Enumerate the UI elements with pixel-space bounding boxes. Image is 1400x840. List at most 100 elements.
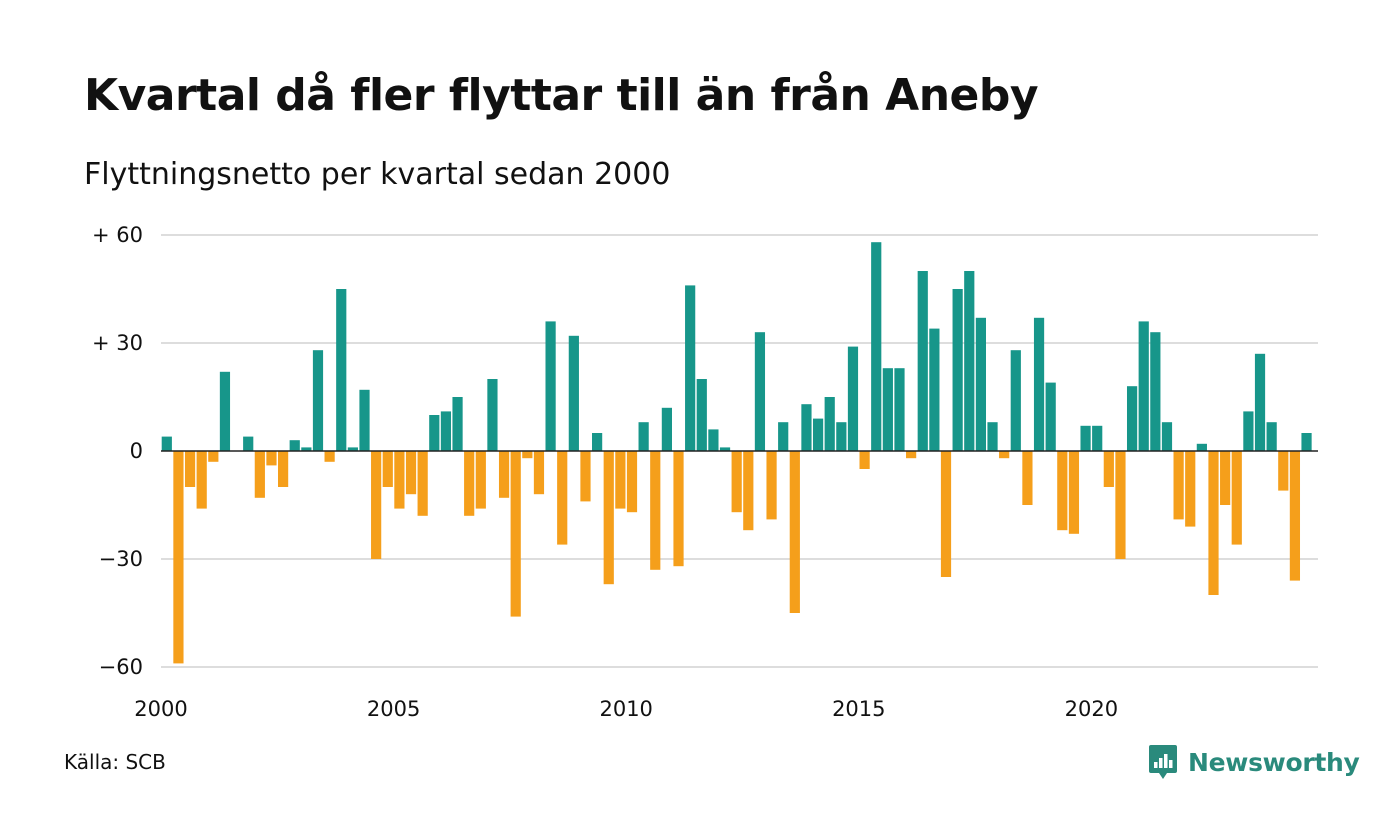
x-axis-labels: 2000 2005 2010 2015 2020	[134, 697, 1118, 721]
bar-quarter	[964, 271, 975, 451]
bar-quarter	[871, 242, 882, 451]
bar-quarter	[603, 451, 614, 585]
bar-quarter	[1161, 422, 1173, 451]
bar-quarter	[173, 451, 184, 664]
bar-quarter	[394, 451, 405, 509]
bar-quarter	[580, 451, 591, 502]
bar-quarter	[498, 451, 510, 498]
bar-quarter	[906, 451, 917, 459]
bar-quarter	[1115, 451, 1126, 559]
bar-quarter	[1080, 425, 1091, 451]
bar-quarter	[196, 451, 207, 509]
bar-quarter	[592, 433, 603, 451]
bar-quarter	[975, 317, 986, 451]
bar-quarter	[1266, 422, 1277, 451]
bar-quarter	[545, 321, 556, 451]
y-tick-label: −30	[99, 547, 143, 571]
bar-quarter	[510, 451, 521, 617]
bar-quarter	[917, 271, 928, 451]
bar-quarter	[696, 379, 707, 451]
bar-quarter	[557, 451, 568, 545]
bar-quarter	[894, 368, 905, 451]
bar-quarter	[1150, 332, 1161, 451]
x-tick-label: 2000	[134, 697, 187, 721]
bar-quarter	[301, 447, 312, 451]
bar-quarter	[1289, 451, 1301, 581]
bar-quarter	[766, 451, 777, 520]
bar-quarter	[289, 440, 300, 451]
newsworthy-chart-icon	[1149, 745, 1177, 779]
bar-quarter	[464, 451, 475, 516]
bar-quarter	[859, 451, 870, 469]
bar-quarter	[1022, 451, 1033, 505]
bar-quarter	[324, 451, 335, 462]
bar-quarter	[1185, 451, 1196, 527]
bar-quarter	[940, 451, 952, 577]
bar-quarter	[661, 407, 672, 451]
bar-quarter	[266, 451, 277, 466]
bar-quarter	[522, 451, 533, 459]
bar-quarter	[161, 436, 172, 451]
bars	[161, 242, 1312, 664]
bar-quarter	[243, 436, 254, 451]
brand-name: Newsworthy	[1188, 747, 1360, 777]
bar-quarter	[1301, 433, 1312, 451]
bar-quarter	[1231, 451, 1242, 545]
bar-quarter	[778, 422, 789, 451]
x-tick-label: 2020	[1065, 697, 1118, 721]
bar-quarter	[847, 346, 859, 451]
bar-quarter	[1196, 443, 1207, 451]
bar-quarter	[1243, 411, 1254, 451]
x-tick-label: 2015	[832, 697, 885, 721]
bar-quarter	[208, 451, 219, 462]
bar-quarter	[1057, 451, 1068, 531]
bar-quarter	[452, 397, 463, 451]
bar-quarter	[882, 368, 893, 451]
y-tick-label: + 30	[92, 331, 143, 355]
bar-quarter	[719, 447, 731, 451]
bar-quarter	[440, 411, 452, 451]
bar-quarter	[836, 422, 847, 451]
x-tick-label: 2005	[367, 697, 420, 721]
brand-logo: Newsworthy	[1148, 743, 1360, 781]
y-axis-labels: + 60 + 30 0 −30 −60	[92, 223, 143, 679]
bar-quarter	[1220, 451, 1231, 505]
bar-quarter	[626, 451, 638, 513]
bar-quarter	[673, 451, 684, 567]
bar-quarter	[1092, 425, 1103, 451]
x-tick-label: 2010	[599, 697, 652, 721]
bar-quarter	[685, 285, 696, 451]
bar-quarter	[417, 451, 428, 516]
bar-quarter	[615, 451, 626, 509]
bar-quarter	[1033, 317, 1045, 451]
y-tick-label: −60	[99, 655, 143, 679]
bar-quarter	[743, 451, 754, 531]
bar-quarter	[359, 389, 370, 451]
bar-quarter	[487, 379, 498, 451]
chart-title: Kvartal då fler flyttar till än från Ane…	[84, 70, 1039, 121]
bar-quarter	[1126, 386, 1138, 451]
bar-quarter	[336, 289, 347, 451]
source-note: Källa: SCB	[64, 750, 166, 774]
bar-quarter	[1103, 451, 1114, 487]
bar-quarter	[987, 422, 998, 451]
bar-quarter	[347, 447, 358, 451]
bar-quarter	[708, 429, 719, 451]
bar-quarter	[1278, 451, 1289, 491]
bar-quarter	[382, 451, 393, 487]
bar-quarter	[638, 422, 649, 451]
bar-quarter	[1208, 451, 1219, 595]
bar-quarter	[731, 451, 742, 513]
bar-quarter	[999, 451, 1010, 459]
bar-quarter	[1045, 382, 1056, 451]
bar-quarter	[405, 451, 417, 495]
bar-quarter	[801, 404, 812, 451]
bar-quarter	[184, 451, 196, 487]
bar-quarter	[812, 418, 824, 451]
bar-quarter	[371, 451, 382, 559]
y-tick-label: + 60	[92, 223, 143, 247]
y-tick-label: 0	[130, 439, 143, 463]
bar-quarter	[754, 332, 766, 451]
bar-quarter	[929, 328, 940, 451]
